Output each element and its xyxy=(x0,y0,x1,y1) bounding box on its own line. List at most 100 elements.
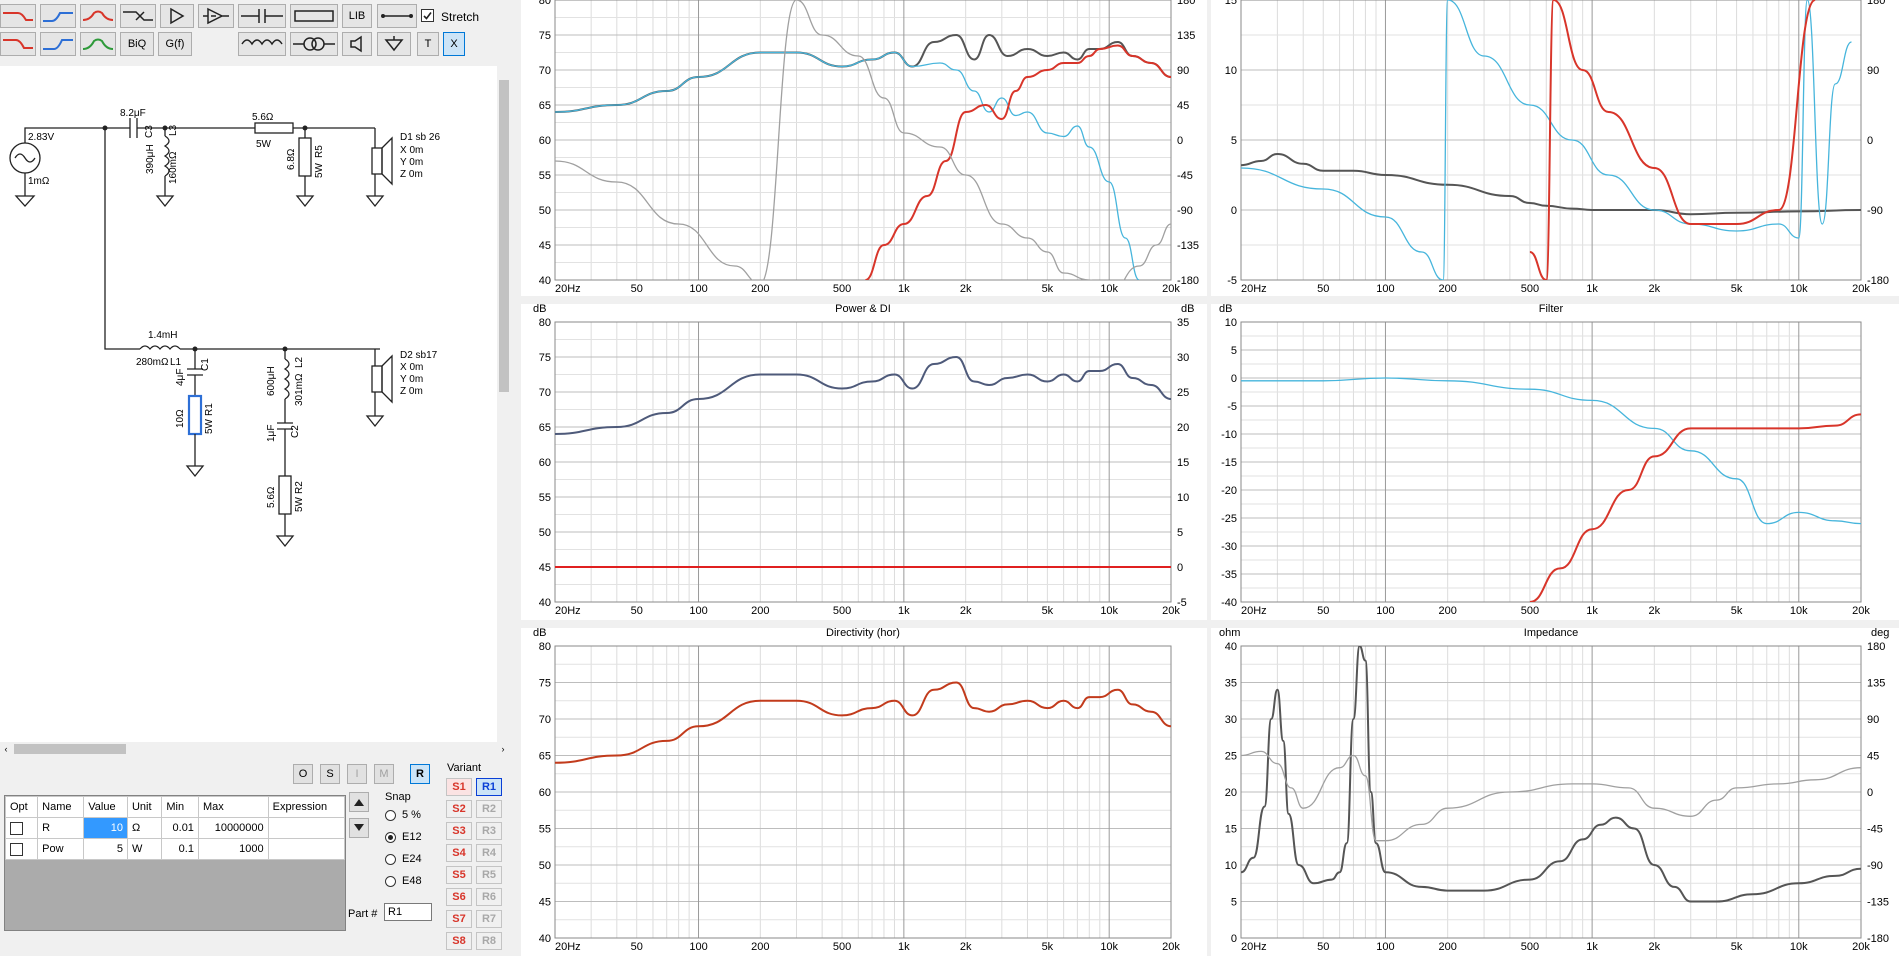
filter-graph[interactable]: 20Hz 50 100 200 500 1k 2k 5k 10k 20k 10 5 0 -5 -10 -15-… xyxy=(1211,304,1899,620)
mode-button-o[interactable]: O xyxy=(293,764,313,784)
opt-checkbox[interactable] xyxy=(4,817,39,839)
directivity-graph[interactable]: 20Hz 50 100 200 500 1k 2k 5k 10k 20k 80 75 70 65 60 55 5… xyxy=(521,628,1207,956)
variant-r5-button[interactable]: R5 xyxy=(476,866,502,884)
x-tick-label: 100 xyxy=(1376,605,1394,617)
mode-button-i[interactable]: I xyxy=(347,764,367,784)
lowpass-red-button[interactable] xyxy=(0,4,36,28)
gf-button[interactable]: G(f) xyxy=(158,32,192,56)
snap-option-e24[interactable]: E24 xyxy=(385,853,422,865)
bandpass-green-button[interactable] xyxy=(80,32,116,56)
variant-s2-button[interactable]: S2 xyxy=(446,800,472,818)
variant-s6-button[interactable]: S6 xyxy=(446,888,472,906)
y-tick-label: 55 xyxy=(539,824,551,836)
graph-title: Power & DI xyxy=(835,304,891,315)
row-max-input[interactable]: 1000 xyxy=(197,838,269,860)
wire-button[interactable] xyxy=(377,4,417,28)
transformer-button[interactable] xyxy=(290,32,338,56)
opt-checkbox[interactable] xyxy=(4,838,39,860)
x-tick-label: 10k xyxy=(1100,605,1118,617)
voltage-label: 2.83V xyxy=(28,132,54,143)
schematic-vertical-scrollbar[interactable] xyxy=(497,66,511,742)
variant-s8-button[interactable]: S8 xyxy=(446,932,472,950)
spl-graph[interactable]: 20Hz 50 100 200 500 1k 2k 5k 10k 20k 80 75 70 65 60 55 5… xyxy=(521,0,1207,296)
power-di-graph[interactable]: 20Hz 50 100 200 500 1k 2k 5k 10k 20k 80 75 70 65 60 55 5… xyxy=(521,304,1207,620)
x-tick-label: 1k xyxy=(898,283,910,295)
delete-button[interactable]: X xyxy=(443,32,465,56)
hscroll-right-arrow[interactable]: › xyxy=(501,744,505,754)
bandpass-red-button[interactable] xyxy=(80,4,116,28)
row-expression-input[interactable] xyxy=(267,838,346,860)
highpass-blue2-button[interactable] xyxy=(40,32,76,56)
biquad-button[interactable]: BiQ xyxy=(120,32,154,56)
y-tick-label: 60 xyxy=(539,135,551,147)
y2-tick-label: -45 xyxy=(1867,824,1883,836)
row-value-input[interactable]: 10 xyxy=(83,817,128,839)
text-button[interactable]: T xyxy=(417,32,439,56)
speaker-button[interactable] xyxy=(342,32,372,56)
variant-s3-button[interactable]: S3 xyxy=(446,822,472,840)
schematic-canvas[interactable]: 2.83V 1mΩ 8.2μF 5.6Ω 5W D1 sb 26 X 0m Y … xyxy=(0,66,497,742)
resistor-button[interactable] xyxy=(290,4,338,28)
lowpass-red2-button[interactable] xyxy=(0,32,36,56)
variant-r7-button[interactable]: R7 xyxy=(476,910,502,928)
row-name: Pow xyxy=(37,838,85,860)
r5-value: 6.8Ω xyxy=(286,148,297,170)
step-button[interactable] xyxy=(120,4,156,28)
impedance-graph[interactable]: 20Hz 50 100 200 500 1k 2k 5k 10k 20k 40 35 30 25 20 15 1… xyxy=(1211,628,1899,956)
variant-r6-button[interactable]: R6 xyxy=(476,888,502,906)
part-number-input[interactable]: R1 xyxy=(384,903,432,921)
row-min-input[interactable]: 0.1 xyxy=(161,838,199,860)
hscroll-left-arrow[interactable]: ‹ xyxy=(4,744,8,754)
variant-s4-button[interactable]: S4 xyxy=(446,844,472,862)
move-down-button[interactable] xyxy=(349,818,369,838)
amplifier-button[interactable] xyxy=(198,4,234,28)
x-tick-label: 2k xyxy=(960,605,972,617)
highpass-blue-button[interactable] xyxy=(40,4,76,28)
variant-s7-button[interactable]: S7 xyxy=(446,910,472,928)
r-series-value: 5.6Ω xyxy=(252,112,274,123)
stretch-checkbox[interactable] xyxy=(421,9,434,22)
row-max-input[interactable]: 10000000 xyxy=(197,817,269,839)
y-tick-label: 25 xyxy=(1225,751,1237,763)
variant-r4-button[interactable]: R4 xyxy=(476,844,502,862)
snap-option-e48[interactable]: E48 xyxy=(385,875,422,887)
variant-r8-button[interactable]: R8 xyxy=(476,932,502,950)
group-delay-graph[interactable]: 20Hz 50 100 200 500 1k 2k 5k 10k 20k 15 10 5 0 -5 180 90… xyxy=(1211,0,1899,296)
y2-tick-label: 0 xyxy=(1867,135,1873,147)
y2-tick-label: 135 xyxy=(1177,30,1195,42)
library-button[interactable]: LIB xyxy=(342,4,372,28)
r-series-pow: 5W xyxy=(256,139,272,150)
series-line-0 xyxy=(1241,152,1861,216)
mode-button-r[interactable]: R xyxy=(410,764,430,784)
step-icon xyxy=(123,11,153,21)
row-expression-input[interactable] xyxy=(267,817,346,839)
capacitor-button[interactable] xyxy=(238,4,286,28)
inductor-button[interactable] xyxy=(238,32,286,56)
play-button[interactable] xyxy=(160,4,194,28)
variant-r1-button[interactable]: R1 xyxy=(476,778,502,796)
variant-r2-button[interactable]: R2 xyxy=(476,800,502,818)
y-tick-label: -25 xyxy=(1221,513,1237,525)
x-tick-label: 1k xyxy=(898,605,910,617)
ground-button[interactable] xyxy=(377,32,411,56)
x-tick-label: 20Hz xyxy=(1241,605,1267,617)
x-tick-label: 20k xyxy=(1852,941,1870,953)
y-tick-label: -30 xyxy=(1221,541,1237,553)
row-value-input[interactable]: 5 xyxy=(83,838,128,860)
vscroll-thumb[interactable] xyxy=(499,80,509,392)
x-tick-label: 100 xyxy=(1376,941,1394,953)
x-tick-label: 500 xyxy=(1521,605,1539,617)
snap-option-e12[interactable]: E12 xyxy=(385,831,422,843)
variant-s5-button[interactable]: S5 xyxy=(446,866,472,884)
mode-button-m[interactable]: M xyxy=(374,764,394,784)
hscroll-thumb[interactable] xyxy=(14,744,126,754)
move-up-button[interactable] xyxy=(349,792,369,812)
row-min-input[interactable]: 0.01 xyxy=(161,817,199,839)
variant-r3-button[interactable]: R3 xyxy=(476,822,502,840)
y-tick-label: 60 xyxy=(539,787,551,799)
mode-button-s[interactable]: S xyxy=(320,764,340,784)
variant-s1-button[interactable]: S1 xyxy=(446,778,472,796)
snap-option-5[interactable]: 5 % xyxy=(385,809,421,821)
col-expression: Expression xyxy=(267,796,346,818)
schematic-horizontal-scrollbar[interactable]: ‹ › xyxy=(0,742,511,756)
